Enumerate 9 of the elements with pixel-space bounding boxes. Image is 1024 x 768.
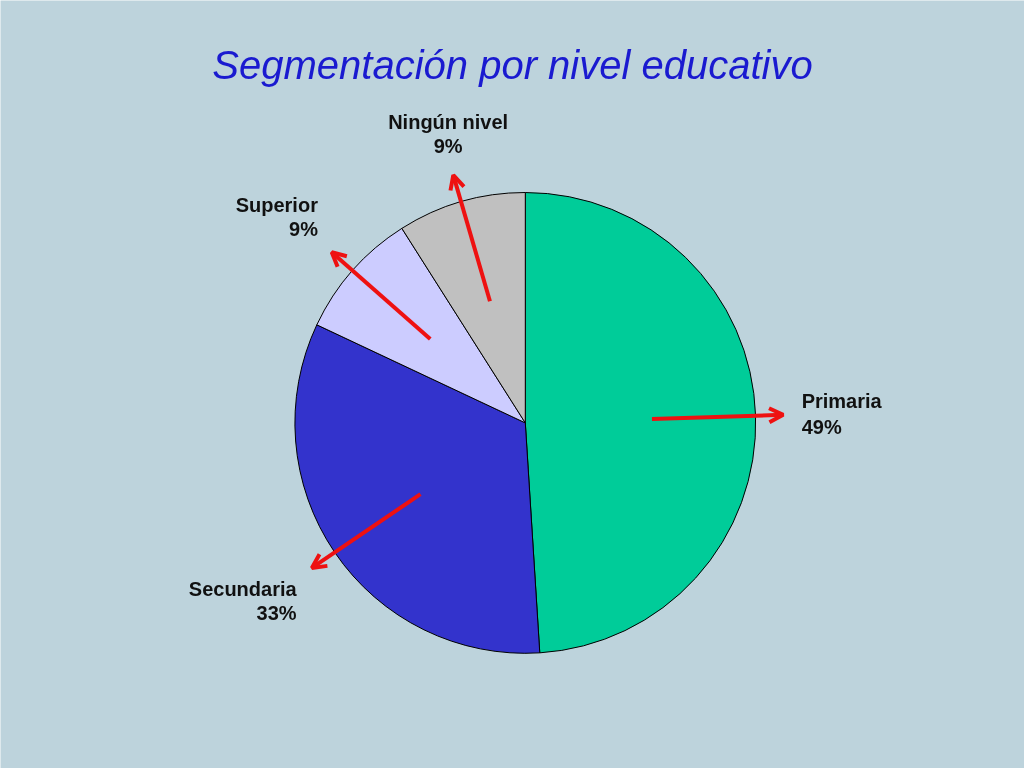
slice-label: Superior xyxy=(235,194,319,217)
data-label: 33% xyxy=(256,602,297,625)
slice-label: Secundaria xyxy=(188,578,298,601)
slice-label: Ningún nivel xyxy=(388,111,509,134)
slice-label: Primaria xyxy=(801,390,883,413)
data-label: 9% xyxy=(433,135,463,158)
chart-title: Segmentación por nivel educativo xyxy=(212,42,813,87)
data-label: 49% xyxy=(801,416,842,439)
data-label: 9% xyxy=(289,218,319,241)
